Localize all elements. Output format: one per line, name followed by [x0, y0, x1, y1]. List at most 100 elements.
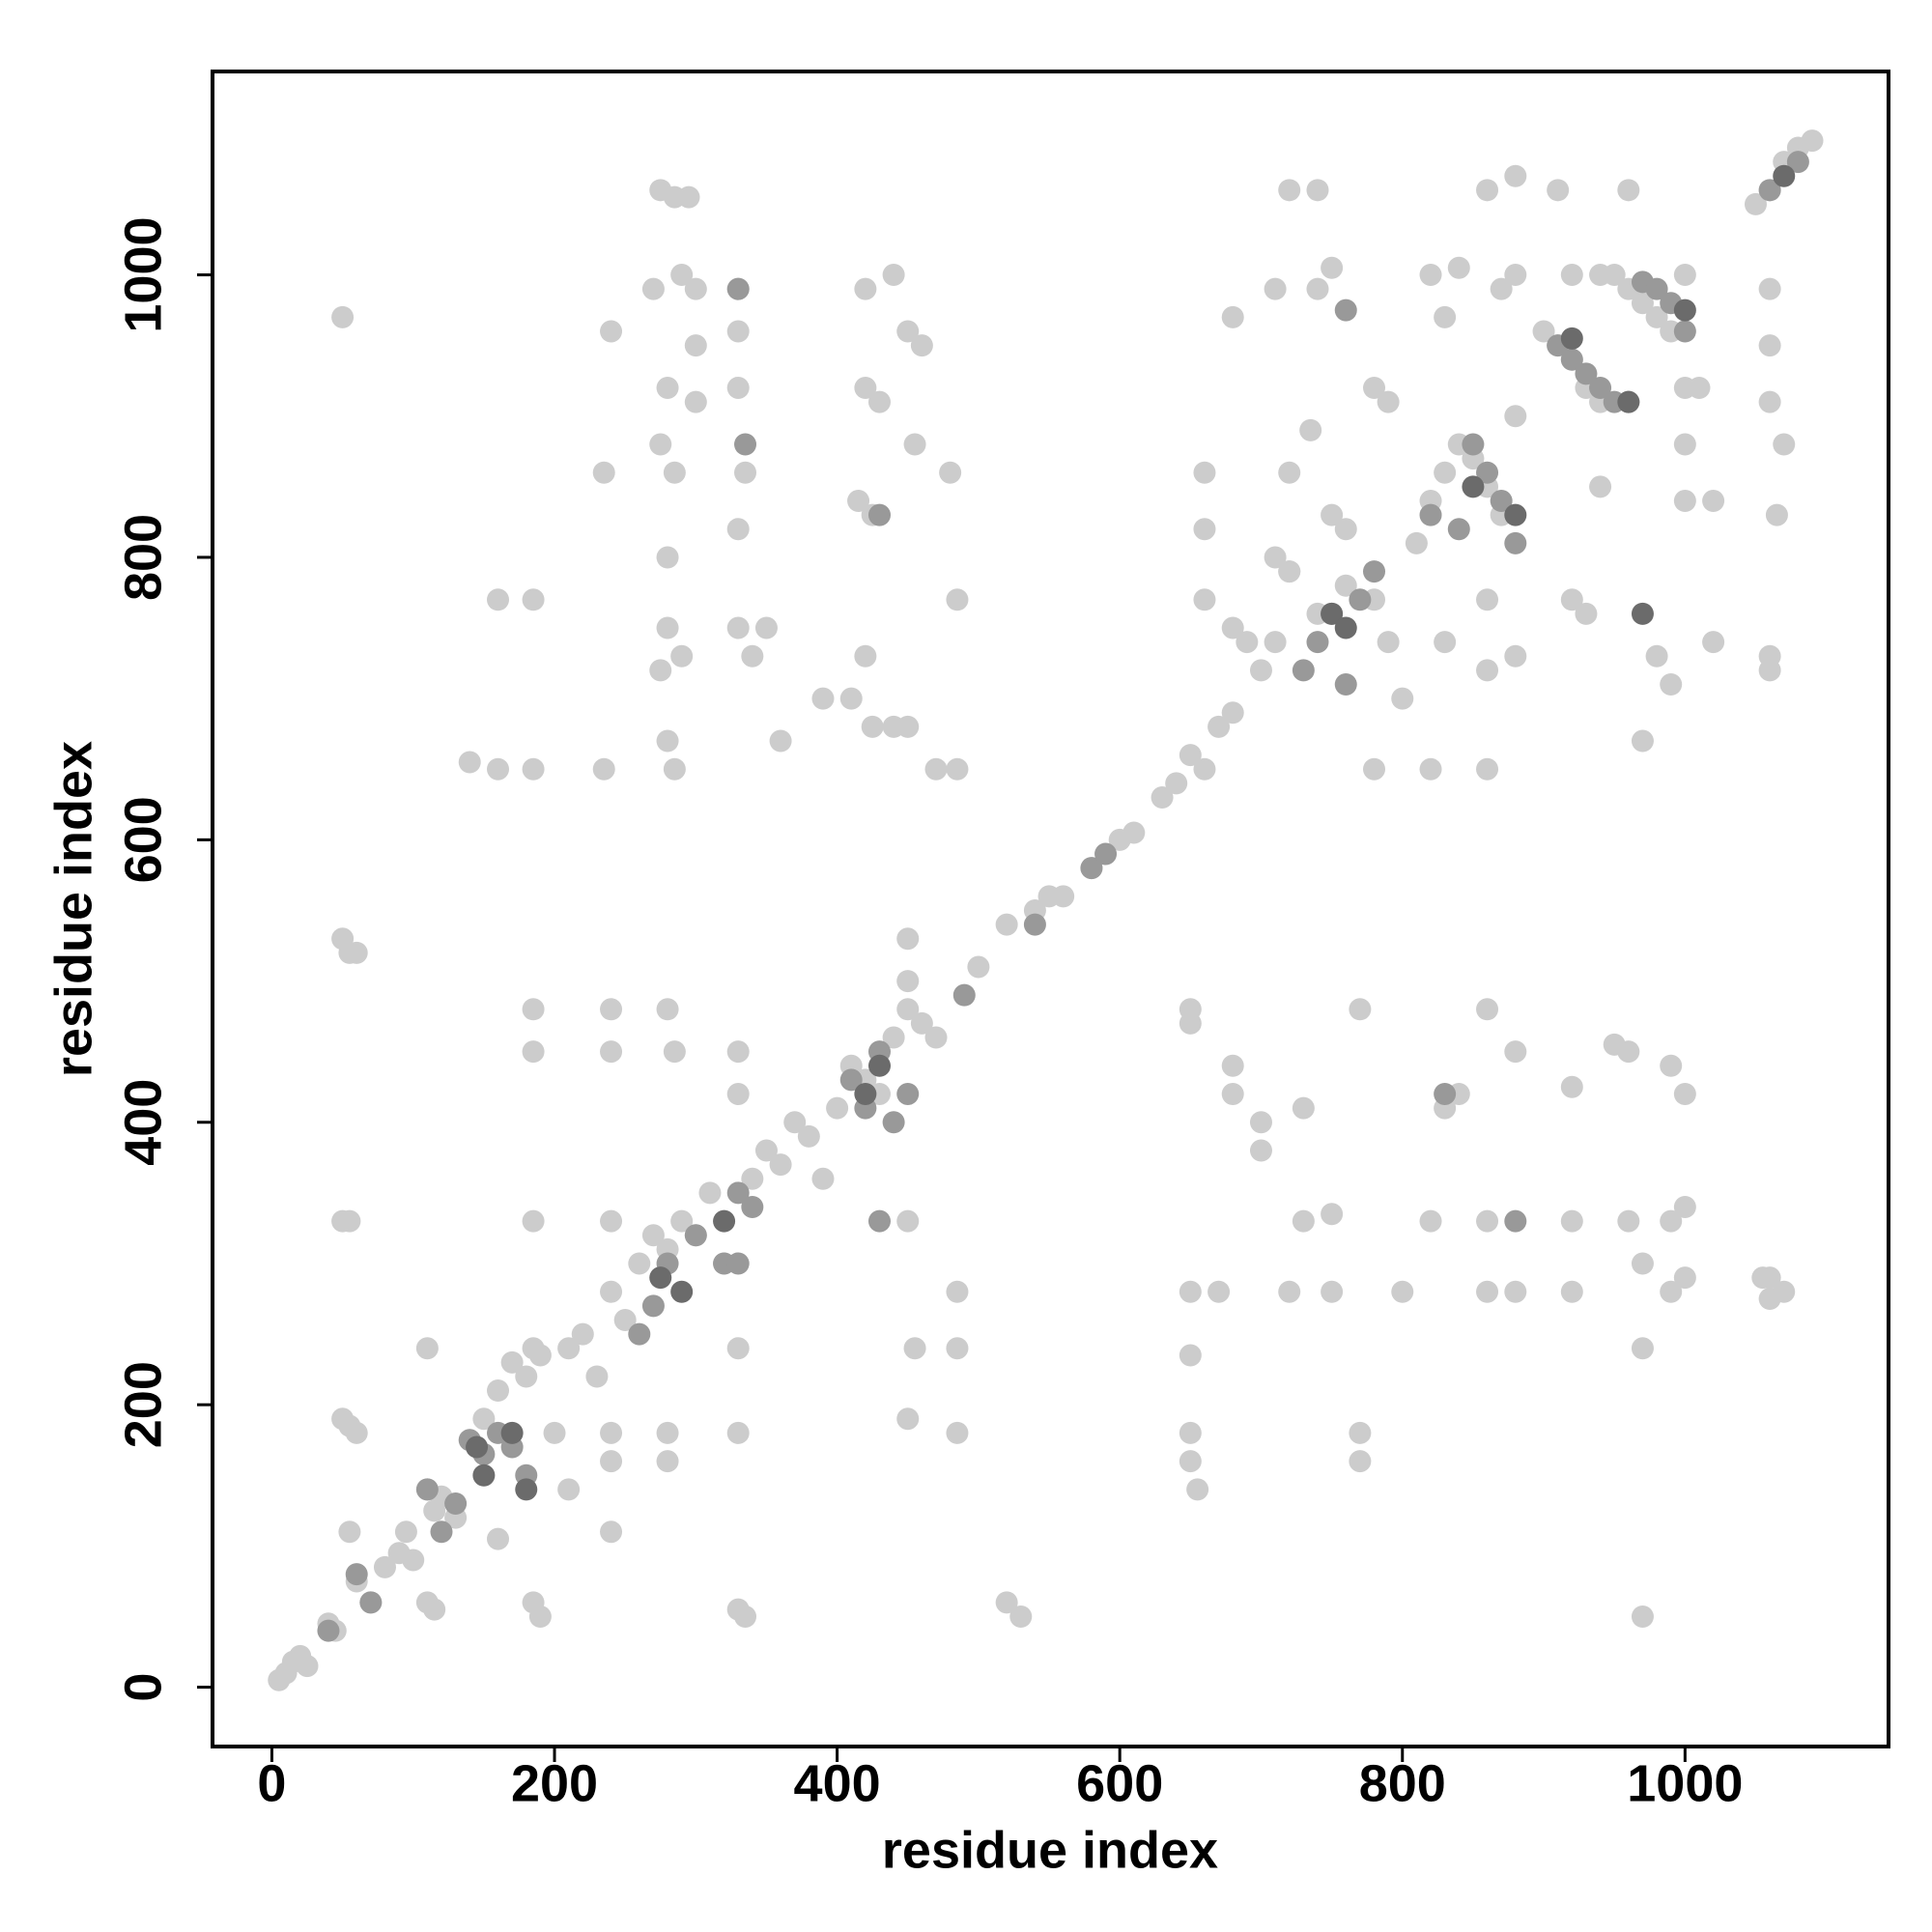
point: [847, 489, 870, 512]
point: [1249, 659, 1272, 682]
point: [1645, 277, 1668, 300]
point: [296, 1655, 319, 1678]
point: [1193, 757, 1216, 781]
point: [600, 320, 623, 343]
point: [1801, 129, 1824, 153]
point: [1122, 821, 1146, 844]
point: [1758, 1266, 1781, 1290]
point: [1476, 1280, 1499, 1303]
point: [946, 1421, 969, 1444]
point: [1208, 1280, 1231, 1303]
point: [1179, 1421, 1202, 1444]
point: [952, 983, 976, 1007]
point: [592, 461, 615, 484]
point: [1419, 1209, 1442, 1233]
point: [571, 1322, 594, 1346]
point: [1278, 179, 1301, 202]
point: [1321, 602, 1344, 625]
point: [472, 1463, 496, 1487]
point: [1391, 687, 1414, 710]
point: [1589, 377, 1612, 400]
x-tick-label: 400: [794, 1754, 881, 1812]
point: [402, 1548, 425, 1572]
point: [1434, 461, 1457, 484]
point: [946, 757, 969, 781]
point: [910, 334, 933, 357]
point: [613, 1308, 637, 1331]
point: [522, 1040, 545, 1064]
point: [1151, 785, 1174, 809]
x-tick-label: 200: [511, 1754, 598, 1812]
point: [1773, 164, 1796, 187]
point: [1221, 1083, 1244, 1106]
point: [1405, 531, 1428, 554]
plot-frame: [211, 70, 1890, 1748]
point: [1673, 1266, 1696, 1290]
point: [592, 757, 615, 781]
point: [649, 1266, 672, 1290]
point: [1758, 659, 1781, 682]
point: [1758, 390, 1781, 413]
point: [1334, 298, 1357, 322]
point: [811, 687, 835, 710]
point: [1575, 362, 1598, 385]
point: [1299, 418, 1322, 441]
point: [783, 1111, 807, 1134]
point: [826, 1096, 849, 1120]
point: [1660, 1054, 1683, 1077]
point: [1249, 1111, 1272, 1134]
point: [797, 1124, 820, 1148]
point: [867, 503, 891, 526]
point: [726, 1252, 750, 1275]
point: [663, 1040, 686, 1064]
point: [1504, 1280, 1527, 1303]
point: [1264, 277, 1287, 300]
point: [726, 1181, 750, 1205]
point: [1560, 1209, 1583, 1233]
point: [995, 913, 1018, 936]
point: [896, 715, 920, 738]
point: [1631, 729, 1654, 753]
x-tick-label: 600: [1076, 1754, 1163, 1812]
point: [1773, 433, 1796, 456]
point: [677, 185, 700, 209]
point: [600, 1421, 623, 1444]
point: [882, 264, 905, 287]
point: [896, 970, 920, 993]
point: [1476, 461, 1499, 484]
point: [1377, 631, 1400, 654]
point: [423, 1598, 446, 1621]
point: [741, 1167, 764, 1190]
point: [754, 1139, 778, 1162]
point: [896, 1407, 920, 1431]
point: [684, 277, 707, 300]
point: [1560, 264, 1583, 287]
point: [741, 644, 764, 668]
point: [1023, 913, 1046, 936]
point: [939, 461, 962, 484]
point: [487, 1379, 510, 1403]
point: [415, 1337, 439, 1360]
point: [1673, 489, 1696, 512]
point: [641, 1294, 665, 1318]
point: [867, 390, 891, 413]
point: [726, 518, 750, 541]
point: [684, 1224, 707, 1247]
point: [1278, 461, 1301, 484]
point: [1236, 631, 1259, 654]
point: [415, 1478, 439, 1501]
point: [726, 1040, 750, 1064]
point: [1673, 1195, 1696, 1218]
point: [1349, 588, 1372, 611]
point: [903, 1337, 926, 1360]
point: [1758, 179, 1781, 202]
point: [656, 546, 679, 569]
point: [1349, 1450, 1372, 1473]
point: [1306, 277, 1329, 300]
point: [670, 1209, 694, 1233]
point: [1765, 503, 1788, 526]
point: [1391, 1280, 1414, 1303]
point: [1264, 631, 1287, 654]
point: [1165, 772, 1188, 795]
point: [373, 1555, 396, 1578]
